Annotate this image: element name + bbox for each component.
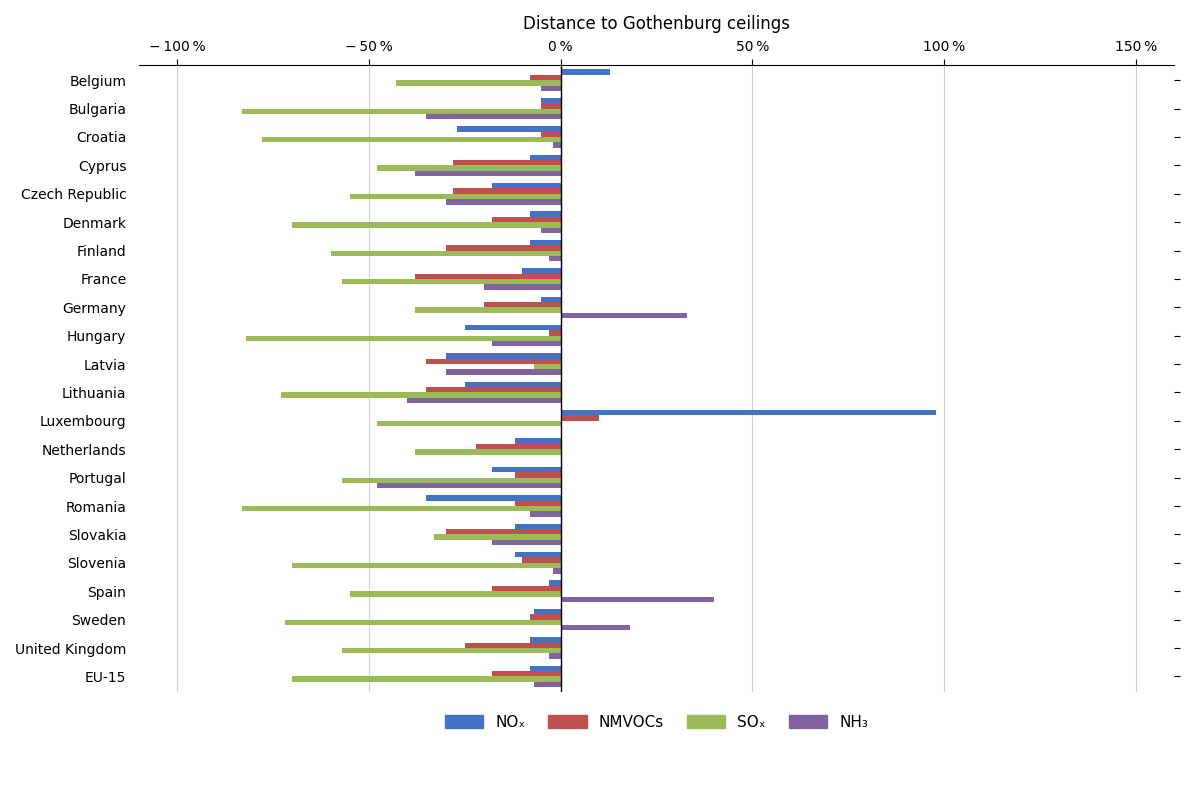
Bar <box>522 268 560 274</box>
Bar <box>350 194 560 199</box>
Bar <box>415 307 560 312</box>
Bar <box>292 222 560 227</box>
Bar <box>427 495 560 501</box>
Bar <box>377 483 560 488</box>
Bar <box>515 473 560 477</box>
Bar <box>292 676 560 682</box>
Bar <box>396 80 560 85</box>
Bar <box>342 648 560 653</box>
Bar <box>549 581 560 585</box>
Bar <box>541 103 560 109</box>
Bar <box>465 382 560 387</box>
Bar <box>491 183 560 189</box>
Bar <box>560 596 713 602</box>
Bar <box>530 638 560 642</box>
Legend: NOₓ, NMVOCs, SOₓ, NH₃: NOₓ, NMVOCs, SOₓ, NH₃ <box>439 709 874 736</box>
Bar <box>446 199 560 204</box>
Bar <box>465 642 560 648</box>
Bar <box>515 524 560 529</box>
Bar <box>484 302 560 307</box>
Bar <box>446 529 560 534</box>
Bar <box>284 619 560 625</box>
Bar <box>491 467 560 473</box>
Bar <box>549 256 560 261</box>
Bar <box>453 189 560 194</box>
Bar <box>530 211 560 217</box>
Bar <box>243 109 560 114</box>
Bar <box>541 132 560 137</box>
Bar <box>530 75 560 80</box>
Bar <box>541 227 560 233</box>
Bar <box>477 444 560 449</box>
Bar <box>446 353 560 359</box>
Bar <box>549 331 560 335</box>
Bar <box>342 477 560 483</box>
Bar <box>491 585 560 591</box>
Bar <box>560 625 630 630</box>
Bar <box>534 364 560 369</box>
Bar <box>377 421 560 426</box>
Bar <box>377 166 560 170</box>
Bar <box>415 274 560 279</box>
Bar <box>427 359 560 364</box>
Bar <box>560 69 610 75</box>
Bar <box>541 85 560 91</box>
Bar <box>427 114 560 119</box>
Bar <box>491 671 560 676</box>
Bar <box>243 506 560 511</box>
Bar <box>446 369 560 375</box>
Bar <box>408 398 560 403</box>
Bar <box>246 335 560 341</box>
Bar <box>457 126 560 132</box>
Bar <box>530 240 560 245</box>
Bar <box>549 653 560 659</box>
Bar <box>446 245 560 250</box>
Bar <box>560 312 687 318</box>
Bar <box>262 137 560 142</box>
Bar <box>491 341 560 346</box>
Bar <box>553 142 560 148</box>
Bar <box>491 217 560 222</box>
Bar <box>415 170 560 176</box>
Bar <box>530 155 560 160</box>
Bar <box>434 534 560 540</box>
Bar <box>522 558 560 563</box>
Bar <box>530 666 560 671</box>
Bar <box>530 614 560 619</box>
Bar <box>491 540 560 545</box>
Bar <box>484 284 560 290</box>
Bar <box>281 392 560 398</box>
Bar <box>560 416 599 421</box>
Bar <box>530 511 560 517</box>
Bar <box>427 387 560 392</box>
Bar <box>541 297 560 302</box>
Bar <box>342 279 560 284</box>
Bar <box>515 552 560 558</box>
Bar <box>515 501 560 506</box>
Bar <box>415 449 560 454</box>
Bar <box>553 568 560 574</box>
Bar <box>350 591 560 596</box>
Bar <box>560 410 936 416</box>
Bar <box>453 160 560 166</box>
Bar <box>465 325 560 331</box>
Bar <box>515 439 560 444</box>
Bar <box>534 609 560 614</box>
Bar <box>292 563 560 568</box>
Title: Distance to Gothenburg ceilings: Distance to Gothenburg ceilings <box>523 15 789 33</box>
Bar <box>331 250 560 256</box>
Bar <box>534 682 560 687</box>
Bar <box>541 98 560 103</box>
